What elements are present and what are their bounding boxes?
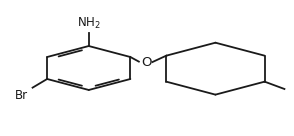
Text: Br: Br [15, 89, 28, 102]
Text: O: O [141, 55, 151, 69]
Text: NH$_2$: NH$_2$ [77, 16, 101, 31]
